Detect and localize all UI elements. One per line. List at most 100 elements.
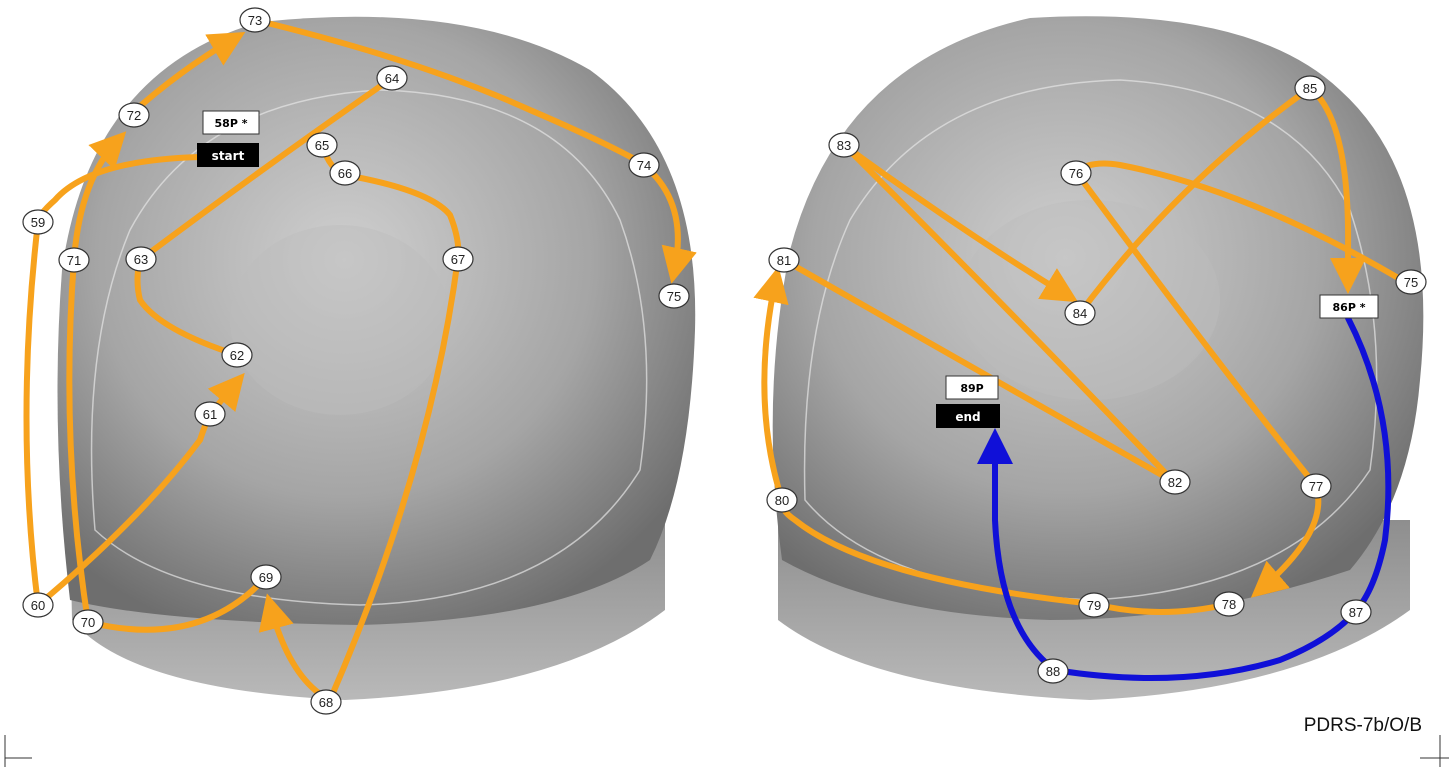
node-67: 67	[442, 246, 474, 272]
node-69: 69	[250, 564, 282, 590]
svg-text:69: 69	[259, 570, 273, 585]
node-74: 74	[628, 152, 660, 178]
node-66: 66	[329, 160, 361, 186]
segment-86P-87	[1345, 315, 1392, 615]
segment-71-72	[71, 131, 127, 263]
svg-text:80: 80	[775, 493, 789, 508]
left-dome-shell	[57, 16, 696, 625]
node-62: 62	[221, 342, 253, 368]
svg-text:75: 75	[667, 289, 681, 304]
svg-text:74: 74	[637, 158, 651, 173]
left-dome-ring	[90, 89, 648, 606]
svg-text:71: 71	[67, 253, 81, 268]
svg-text:89P: 89P	[960, 382, 983, 395]
node-82: 82	[1159, 469, 1191, 495]
svg-text:64: 64	[385, 71, 399, 86]
segment-88-end	[977, 428, 1058, 673]
node-70: 70	[72, 609, 104, 635]
tag-86p	[1319, 294, 1379, 319]
node-84: 84	[1064, 300, 1096, 326]
badge-start	[197, 143, 259, 167]
svg-text:86P *: 86P *	[1333, 301, 1366, 314]
node-78: 78	[1213, 591, 1245, 617]
svg-text:72: 72	[127, 108, 141, 123]
node-68: 68	[310, 689, 342, 715]
node-83: 83	[828, 132, 860, 158]
node-60: 60	[22, 592, 54, 618]
svg-text:82: 82	[1168, 475, 1182, 490]
svg-text:87: 87	[1349, 605, 1363, 620]
svg-text:end: end	[955, 410, 980, 424]
segment-70-71	[66, 257, 91, 625]
blue-path	[977, 315, 1392, 681]
node-75-left: 75	[658, 283, 690, 309]
segment-63-64	[137, 75, 395, 263]
node-87: 87	[1340, 599, 1372, 625]
svg-text:85: 85	[1303, 81, 1317, 96]
segment-84-85	[1077, 85, 1313, 316]
document-reference: PDRS-7b/O/B	[1303, 715, 1422, 736]
svg-text:83: 83	[837, 138, 851, 153]
svg-text:81: 81	[777, 253, 791, 268]
node-81: 81	[768, 247, 800, 273]
node-85: 85	[1294, 75, 1326, 101]
svg-text:63: 63	[134, 252, 148, 267]
node-59: 59	[22, 209, 54, 235]
svg-text:67: 67	[451, 252, 465, 267]
node-88: 88	[1037, 658, 1069, 684]
right-dome-shell	[772, 16, 1424, 620]
tag-89p	[945, 375, 999, 400]
segment-75-76	[1073, 160, 1408, 285]
node-61: 61	[194, 401, 226, 427]
svg-text:73: 73	[248, 13, 262, 28]
tag-58p	[202, 110, 260, 135]
node-75-right: 75	[1395, 269, 1427, 295]
segment-67-68	[327, 255, 461, 703]
svg-text:77: 77	[1309, 479, 1323, 494]
segment-81-82	[781, 257, 1177, 485]
svg-text:61: 61	[203, 407, 217, 422]
badge-end	[936, 404, 1000, 428]
svg-text:79: 79	[1087, 598, 1101, 613]
svg-text:58P *: 58P *	[215, 117, 248, 130]
svg-text:75: 75	[1404, 275, 1418, 290]
node-64: 64	[376, 65, 408, 91]
segment-80-81	[753, 266, 789, 503]
node-77: 77	[1300, 473, 1332, 499]
left-dome	[57, 16, 696, 700]
node-72: 72	[118, 102, 150, 128]
right-nodes: 85 83 76 81 75 84 82 77 80 79 78 87 88	[766, 75, 1427, 684]
segment-69-70	[85, 574, 269, 633]
svg-text:68: 68	[319, 695, 333, 710]
svg-text:76: 76	[1069, 166, 1083, 181]
right-tags: 86P * 89P end	[936, 294, 1379, 428]
node-80: 80	[766, 487, 798, 513]
crop-marks	[4, 735, 1449, 767]
segment-82-83	[841, 142, 1177, 485]
segment-87-88	[1052, 609, 1358, 681]
svg-text:78: 78	[1222, 597, 1236, 612]
svg-text:62: 62	[230, 348, 244, 363]
node-63: 63	[125, 246, 157, 272]
node-76: 76	[1060, 160, 1092, 186]
svg-text:66: 66	[338, 166, 352, 181]
svg-text:59: 59	[31, 215, 45, 230]
node-71: 71	[58, 247, 90, 273]
svg-text:65: 65	[315, 138, 329, 153]
segment-83-84	[841, 142, 1079, 303]
segment-62-63	[134, 257, 240, 358]
segment-85-86P	[1307, 85, 1366, 294]
left-dome-center	[230, 225, 450, 415]
segment-73-74	[252, 17, 643, 165]
left-nodes: 73 64 72 65 66 74 59 71 63 67 75 62 61 6…	[22, 7, 690, 715]
node-73: 73	[239, 7, 271, 33]
svg-text:88: 88	[1046, 664, 1060, 679]
node-65: 65	[306, 132, 338, 158]
left-start-tag: 58P * start	[197, 110, 260, 167]
node-79: 79	[1078, 592, 1110, 618]
segment-59-60	[23, 219, 41, 608]
segment-66-67	[342, 172, 462, 261]
svg-text:70: 70	[81, 615, 95, 630]
